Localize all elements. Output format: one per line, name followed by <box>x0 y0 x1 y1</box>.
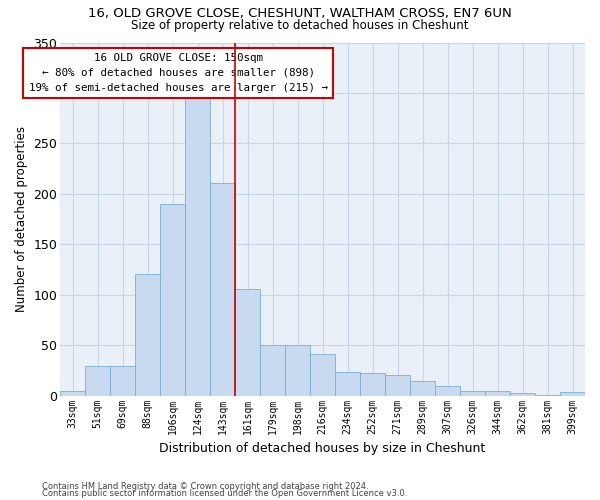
Bar <box>460 390 485 396</box>
Bar <box>185 98 210 396</box>
Bar <box>210 182 235 396</box>
Text: Contains public sector information licensed under the Open Government Licence v3: Contains public sector information licen… <box>42 489 407 498</box>
Bar <box>435 386 460 396</box>
Bar <box>385 376 410 396</box>
Bar <box>560 392 585 396</box>
Bar <box>485 390 510 396</box>
Bar <box>85 366 110 396</box>
Y-axis label: Number of detached properties: Number of detached properties <box>15 126 28 312</box>
Bar <box>410 380 435 396</box>
Bar <box>360 374 385 396</box>
Bar <box>135 274 160 396</box>
Bar <box>310 354 335 396</box>
Bar <box>260 345 285 396</box>
Bar <box>535 394 560 396</box>
Bar <box>110 366 135 396</box>
Bar <box>160 204 185 396</box>
Text: Contains HM Land Registry data © Crown copyright and database right 2024.: Contains HM Land Registry data © Crown c… <box>42 482 368 491</box>
Bar <box>510 392 535 396</box>
Bar <box>285 345 310 396</box>
Text: 16, OLD GROVE CLOSE, CHESHUNT, WALTHAM CROSS, EN7 6UN: 16, OLD GROVE CLOSE, CHESHUNT, WALTHAM C… <box>88 8 512 20</box>
Text: 16 OLD GROVE CLOSE: 150sqm
← 80% of detached houses are smaller (898)
19% of sem: 16 OLD GROVE CLOSE: 150sqm ← 80% of deta… <box>29 53 328 92</box>
Bar <box>235 288 260 396</box>
Text: Size of property relative to detached houses in Cheshunt: Size of property relative to detached ho… <box>131 18 469 32</box>
Bar <box>335 372 360 396</box>
Bar <box>60 390 85 396</box>
X-axis label: Distribution of detached houses by size in Cheshunt: Distribution of detached houses by size … <box>160 442 486 455</box>
